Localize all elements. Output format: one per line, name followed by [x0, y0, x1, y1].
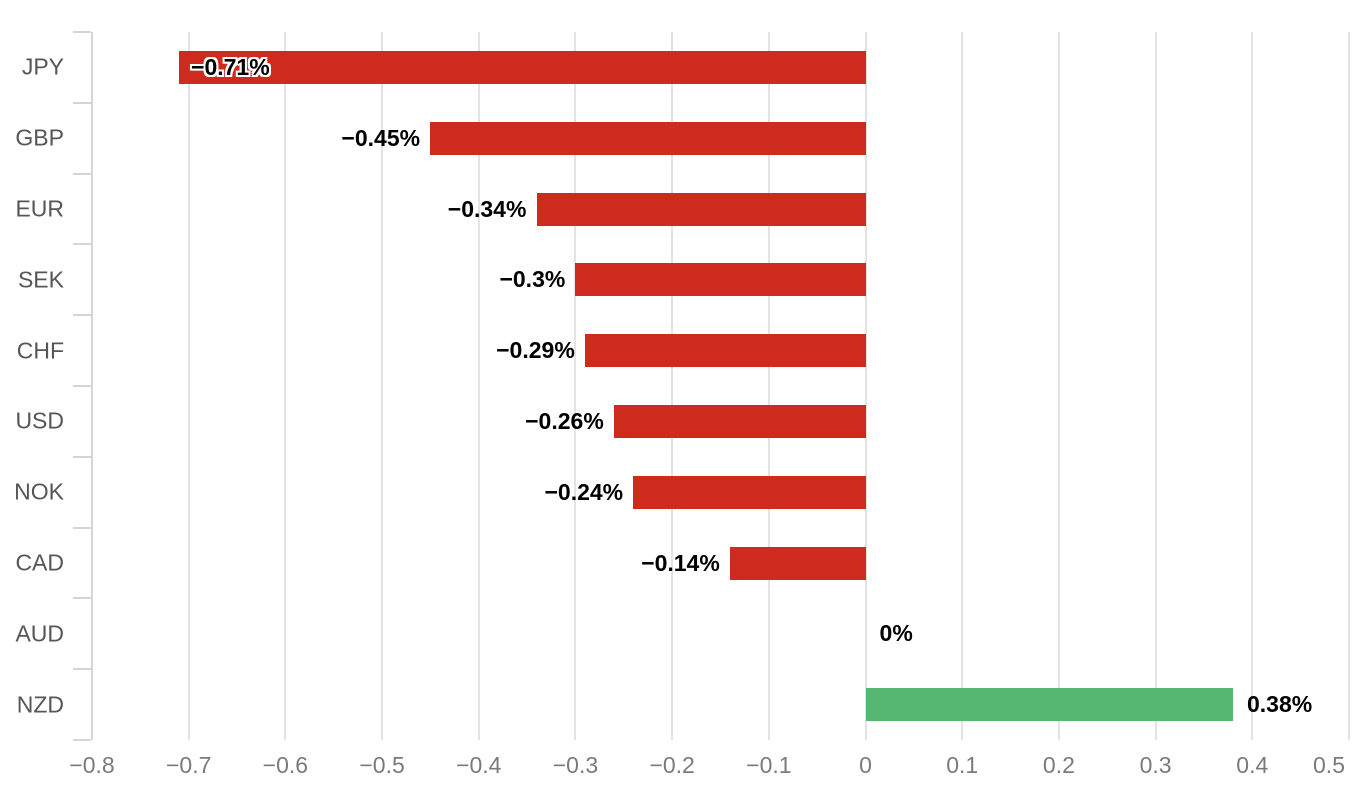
y-axis-tick — [73, 526, 91, 529]
x-tick-label: 0.4 — [1236, 752, 1269, 778]
value-label-aud: 0% — [879, 620, 913, 647]
y-axis-tick — [73, 385, 91, 387]
y-axis-tick — [73, 314, 91, 317]
y-axis-tick — [73, 668, 91, 671]
gridline — [477, 32, 480, 740]
value-label-cad: −0.14% — [641, 549, 720, 576]
value-label-nzd: 0.38% — [1246, 691, 1313, 718]
category-label-usd: USD — [15, 407, 64, 434]
bar-sek[interactable] — [575, 263, 866, 297]
bar-nzd[interactable] — [865, 688, 1233, 722]
gridline — [767, 32, 770, 740]
y-axis-tick — [73, 739, 91, 741]
y-axis-tick — [73, 101, 91, 104]
x-tick-label: 0.2 — [1042, 752, 1075, 778]
value-label-gbp: −0.45% — [341, 124, 421, 151]
value-label-eur: −0.34% — [447, 195, 527, 222]
gridline — [961, 32, 964, 740]
y-axis-tick — [73, 597, 91, 600]
x-tick-label: 0.1 — [946, 752, 979, 778]
gridline — [1057, 32, 1060, 740]
bar-chf[interactable] — [585, 334, 866, 368]
y-axis-tick — [73, 455, 91, 458]
x-tick-label: −0.3 — [552, 752, 599, 778]
bar-usd[interactable] — [614, 404, 866, 438]
gridline — [671, 32, 674, 740]
gridline — [1251, 32, 1254, 740]
x-tick-label: −0.2 — [649, 752, 695, 778]
gridline — [1154, 32, 1157, 740]
y-axis-category-labels: JPY GBP EUR SEK CHF USD NOK CAD AUD NZD — [0, 32, 64, 740]
category-label-nok: NOK — [14, 478, 64, 505]
bar-eur[interactable] — [536, 192, 866, 226]
category-label-aud: AUD — [15, 620, 64, 647]
y-axis-tick — [73, 243, 91, 246]
value-label-sek: −0.3% — [499, 266, 566, 293]
gridline — [864, 32, 867, 740]
gridline — [381, 32, 384, 740]
gridline — [284, 32, 287, 740]
x-tick-label: −0.5 — [359, 752, 405, 778]
category-label-cad: CAD — [15, 549, 64, 576]
category-label-gbp: GBP — [15, 124, 64, 151]
value-label-chf: −0.29% — [496, 337, 575, 364]
bar-jpy[interactable] — [179, 50, 866, 84]
x-tick-label: 0 — [859, 752, 872, 778]
x-tick-label: 0.3 — [1139, 752, 1172, 778]
gridline — [1348, 32, 1350, 740]
bar-cad[interactable] — [730, 546, 866, 580]
plot-area: −0.71% −0.45% −0.34% −0.3% −0.29% −0.26% −0.24… — [73, 31, 1350, 741]
value-label-jpy: −0.71% — [191, 53, 270, 80]
y-axis-tick — [73, 31, 91, 33]
y-axis-line — [91, 32, 93, 740]
category-label-eur: EUR — [15, 195, 64, 222]
x-tick-label: 0.5 — [1313, 752, 1345, 778]
x-tick-label: −0.1 — [746, 752, 792, 778]
gridline — [574, 32, 577, 740]
y-axis-tick — [73, 172, 91, 175]
x-tick-label: −0.8 — [69, 752, 115, 778]
bar-gbp[interactable] — [430, 121, 866, 155]
category-label-chf: CHF — [16, 337, 64, 364]
x-tick-label: −0.4 — [456, 752, 502, 778]
bar-nok[interactable] — [633, 475, 866, 509]
value-label-nok: −0.24% — [544, 478, 624, 505]
x-axis-tick-labels: −0.8 −0.7 −0.6 −0.5 −0.4 −0.3 −0.2 −0.1 0 0.1 0.2 0… — [69, 752, 1349, 786]
x-tick-label: −0.6 — [262, 752, 309, 778]
category-label-jpy: JPY — [21, 53, 64, 80]
category-label-nzd: NZD — [16, 691, 64, 718]
category-label-sek: SEK — [17, 266, 64, 293]
gridline — [187, 32, 190, 740]
x-tick-label: −0.7 — [165, 752, 212, 778]
value-label-usd: −0.26% — [525, 407, 604, 434]
